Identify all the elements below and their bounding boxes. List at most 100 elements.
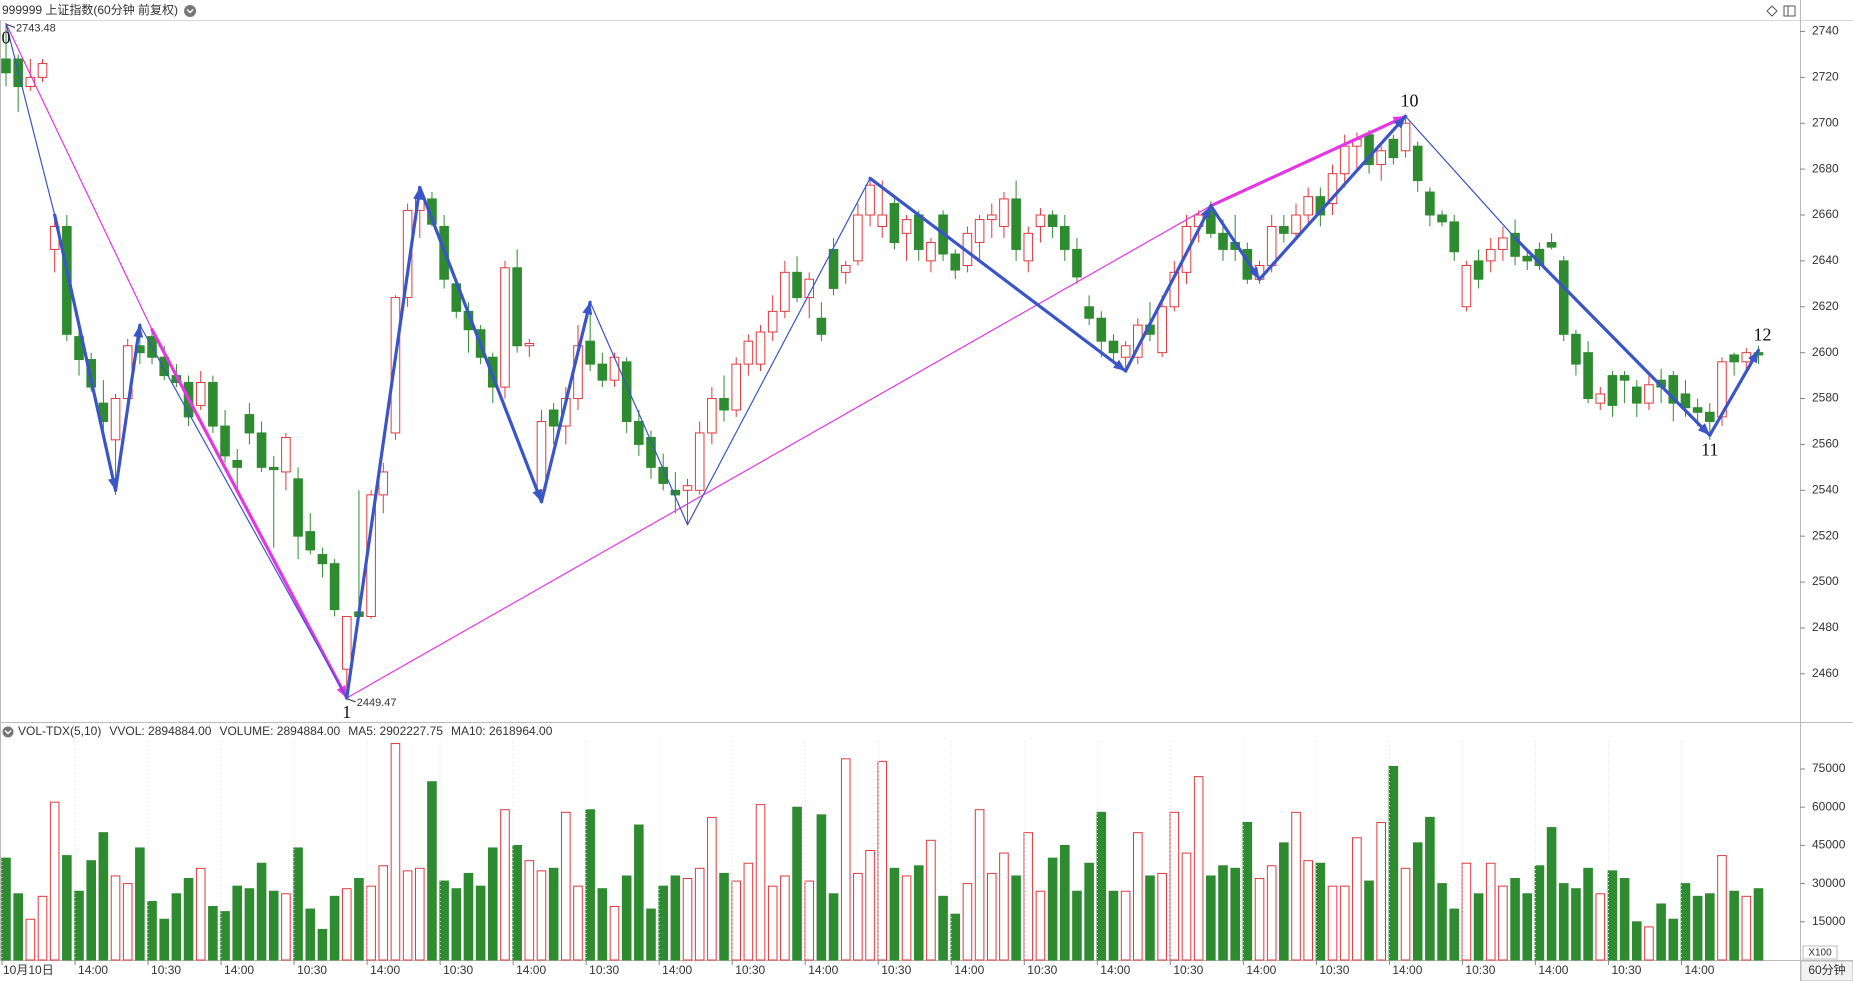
volume-bar (171, 893, 182, 961)
volume-legend-item: MA5: 2902227.75 (348, 724, 443, 738)
candle-body (865, 184, 875, 216)
menu-circle[interactable] (184, 5, 197, 17)
candle-body (1631, 386, 1642, 404)
volume-bar (1558, 883, 1569, 961)
candle-body (1169, 271, 1180, 308)
volume-bar (1485, 862, 1496, 961)
volume-bar (13, 893, 23, 961)
volume-bar (268, 890, 279, 961)
wave-line (346, 205, 1212, 699)
candle-body (1218, 232, 1228, 250)
wave-line (1124, 204, 1213, 373)
x-tick-label: 14:00 (808, 963, 838, 977)
volume-bar (366, 885, 376, 961)
y-tick-label: 2520 (1812, 528, 1839, 542)
volume-menu-circle[interactable] (2, 726, 14, 738)
volume-bar (244, 888, 255, 961)
volume-bar (755, 804, 766, 961)
volume-title: VOL-TDX(5,10) (18, 724, 101, 738)
volume-bar (767, 885, 778, 961)
volume-bar (1595, 893, 1606, 961)
volume-bar (232, 885, 243, 961)
candle-body (220, 425, 230, 457)
candle-body (1437, 214, 1447, 223)
candle-body (1461, 264, 1472, 308)
wave-line (539, 300, 592, 504)
title-menu-icon[interactable] (184, 5, 197, 17)
candle-body (1108, 340, 1119, 354)
candle-body (1546, 242, 1557, 248)
candle-body (268, 466, 279, 471)
volume-bar (1656, 903, 1666, 961)
candle-body (853, 214, 863, 262)
volume-legend-item: VOLUME: 2894884.00 (219, 724, 340, 738)
panel-icon[interactable] (1783, 5, 1796, 17)
x-tick-label: 10:30 (297, 963, 327, 977)
volume-unit: X100 (1808, 948, 1832, 959)
wave-line (139, 324, 348, 699)
volume-bar (183, 878, 194, 961)
diamond-icon[interactable] (1766, 5, 1778, 17)
candle-body (901, 219, 912, 234)
candle-body (682, 485, 693, 491)
candle-body (889, 203, 900, 244)
volume-bar (561, 811, 571, 961)
volume-bar (938, 895, 948, 961)
volume-bar (463, 872, 474, 961)
volume-bar (816, 814, 827, 961)
volume-bar (719, 872, 729, 961)
x-tick-label: 10:30 (1611, 963, 1641, 977)
wave-arrowhead (1113, 359, 1126, 371)
volume-bar (451, 888, 462, 961)
volume-bar (1437, 883, 1447, 961)
period-box[interactable] (1800, 960, 1853, 981)
y-tick-label: 2600 (1812, 345, 1839, 359)
volume-bar (427, 781, 437, 961)
candle-body (536, 420, 547, 491)
volume-bar (1266, 865, 1277, 961)
candle-body (195, 381, 206, 406)
candle-body (658, 466, 668, 484)
x-tick-label: 14:00 (662, 963, 692, 977)
toolbar-icons[interactable] (1766, 5, 1796, 17)
volume-bar (1571, 888, 1581, 961)
candle-body (159, 356, 170, 377)
candle-body (1, 58, 11, 74)
candle-body (37, 63, 48, 78)
candle-body (1291, 214, 1301, 234)
candle-body (1485, 248, 1496, 262)
volume-bar (98, 832, 109, 961)
wave-label: 11 (1701, 439, 1718, 459)
x-tick-label: 14:00 (1684, 963, 1714, 977)
candle-body (500, 267, 510, 388)
volume-bar (1242, 821, 1253, 961)
candle-body (524, 342, 535, 347)
volume-bar (743, 862, 754, 961)
volume-bar (1327, 885, 1338, 961)
candle-body (1242, 248, 1253, 280)
volume-header-icon[interactable] (2, 726, 14, 738)
x-tick-label: 10:30 (735, 963, 765, 977)
candle-body (378, 471, 389, 496)
period-label[interactable]: 60分钟 (1808, 962, 1845, 977)
volume-legend-item: MA10: 2618964.00 (451, 724, 553, 738)
candle-body (1047, 214, 1058, 227)
candle-body (329, 563, 340, 611)
volume-bar (1400, 867, 1411, 961)
volume-bar (1522, 893, 1533, 961)
volume-bar (1157, 872, 1167, 961)
volume-bar (1619, 878, 1630, 961)
x-tick-label: 10:30 (1319, 963, 1349, 977)
volume-bar (25, 918, 36, 961)
volume-bar (341, 888, 352, 961)
wave-line (345, 185, 422, 700)
volume-bar (1510, 878, 1520, 961)
candle-body (999, 198, 1009, 227)
candle-body (548, 409, 559, 427)
volume-bar (828, 893, 839, 961)
volume-bar (1181, 852, 1192, 961)
volume-bar (256, 862, 267, 961)
candle-body (1279, 225, 1289, 234)
candle-body (281, 437, 291, 473)
